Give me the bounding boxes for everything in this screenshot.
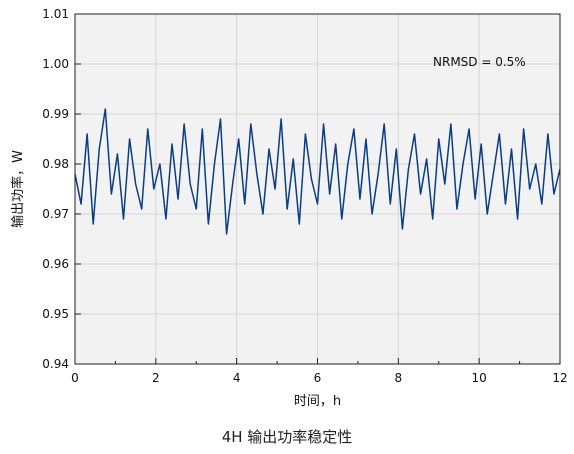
x-tick-label: 12 xyxy=(552,371,567,385)
x-tick-labels: 0 2 4 6 8 10 12 xyxy=(71,371,567,385)
y-tick-label: 0.99 xyxy=(42,107,69,121)
y-tick-label: 1.00 xyxy=(42,57,69,71)
x-axis-title: 时间，h xyxy=(294,394,341,409)
y-axis-title: 输出功率，W xyxy=(10,150,26,228)
y-tick-label: 0.98 xyxy=(42,157,69,171)
tick-marks xyxy=(74,13,561,365)
y-tick-labels: 0.94 0.95 0.96 0.97 0.98 0.99 1.00 1.01 xyxy=(42,7,69,371)
y-tick-label: 0.97 xyxy=(42,207,69,221)
x-tick-label: 4 xyxy=(233,371,241,385)
power-stability-chart: 0 2 4 6 8 10 12 0.94 0.95 0.96 0.97 0.98 0.99 1.00 1.… xyxy=(10,7,568,409)
x-tick-label: 10 xyxy=(472,371,487,385)
y-tick-label: 1.01 xyxy=(42,7,69,21)
x-tick-label: 8 xyxy=(395,371,403,385)
y-tick-label: 0.94 xyxy=(42,357,69,371)
figure-caption: 4H 输出功率稳定性 xyxy=(221,428,353,446)
x-tick-label: 2 xyxy=(152,371,160,385)
y-tick-label: 0.95 xyxy=(42,307,69,321)
power-series-line xyxy=(74,108,561,235)
grid-lines xyxy=(75,14,560,364)
x-tick-label: 6 xyxy=(314,371,322,385)
y-tick-label: 0.96 xyxy=(42,257,69,271)
series-layer xyxy=(74,108,561,235)
nrmsd-annotation: NRMSD = 0.5% xyxy=(433,55,526,69)
x-tick-label: 0 xyxy=(71,371,79,385)
